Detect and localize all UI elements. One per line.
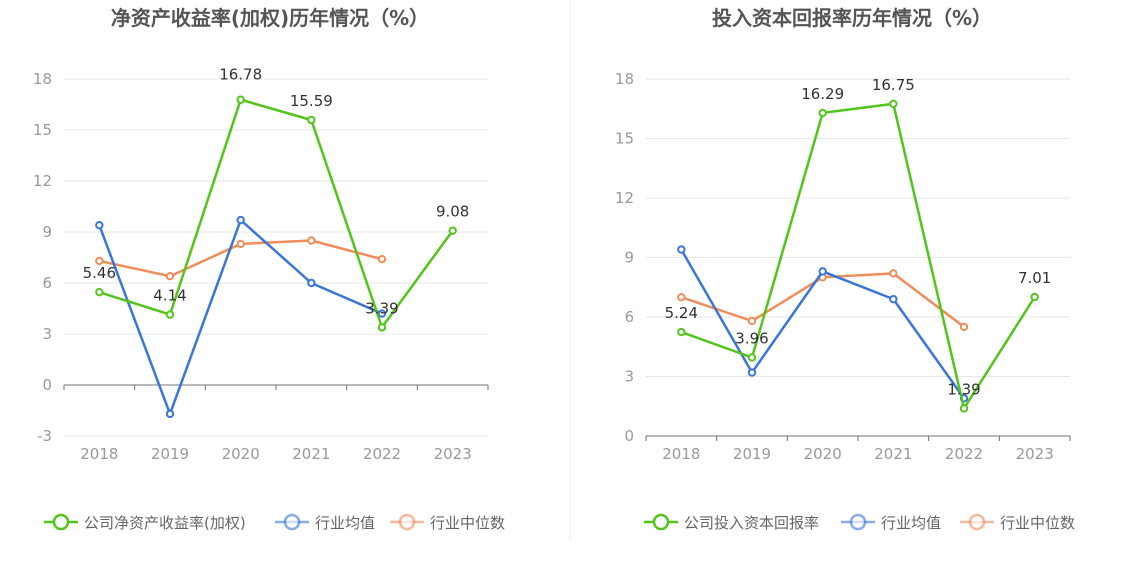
legend-item[interactable]: 行业中位数 — [960, 513, 1075, 532]
legend-marker — [52, 513, 70, 531]
y-tick-label: 15 — [615, 130, 634, 148]
data-label: 16.75 — [872, 76, 915, 94]
data-point[interactable] — [889, 269, 898, 278]
legend-item[interactable]: 行业中位数 — [390, 513, 505, 532]
legend-item[interactable]: 行业均值 — [275, 513, 375, 532]
x-tick-label: 2019 — [151, 445, 189, 463]
data-point[interactable] — [377, 323, 387, 332]
y-tick-label: 18 — [33, 70, 52, 88]
data-point[interactable] — [95, 287, 104, 297]
x-tick-label: 2020 — [222, 445, 260, 463]
data-point[interactable] — [959, 404, 969, 413]
data-point[interactable] — [377, 309, 387, 318]
y-tick-label: 6 — [624, 308, 634, 326]
data-label: 5.24 — [665, 304, 698, 322]
legend-label: 行业均值 — [315, 514, 375, 532]
y-tick-label: 3 — [624, 368, 634, 386]
series-line — [98, 98, 454, 329]
data-label: 7.01 — [1018, 269, 1051, 287]
data-point[interactable] — [818, 267, 827, 276]
x-tick-label: 2022 — [945, 445, 983, 463]
legend-label: 行业中位数 — [430, 514, 505, 532]
data-point[interactable] — [1030, 292, 1039, 302]
data-point[interactable] — [165, 272, 175, 281]
data-point[interactable] — [95, 221, 104, 230]
y-tick-label: 0 — [42, 376, 52, 394]
legend-label: 公司投入资本回报率 — [684, 514, 819, 532]
data-label: 3.39 — [365, 299, 398, 317]
x-tick-label: 2021 — [292, 445, 330, 463]
data-point[interactable] — [236, 239, 245, 249]
x-tick-label: 2023 — [434, 445, 472, 463]
chart-title: 净资产收益率(加权)历年情况（%） — [111, 6, 429, 30]
data-point[interactable] — [818, 108, 827, 118]
data-point[interactable] — [236, 95, 245, 104]
data-point[interactable] — [889, 99, 898, 108]
data-point[interactable] — [677, 245, 686, 254]
data-point[interactable] — [307, 236, 316, 245]
legend-item[interactable]: 行业均值 — [841, 513, 941, 532]
data-label: 16.78 — [219, 66, 262, 84]
x-tick-label: 2018 — [662, 445, 700, 463]
y-tick-label: 12 — [33, 172, 52, 190]
x-tick-label: 2018 — [80, 445, 118, 463]
data-point[interactable] — [236, 215, 245, 225]
x-tick-label: 2019 — [733, 445, 771, 463]
data-point[interactable] — [307, 278, 316, 288]
data-label: 4.14 — [153, 287, 186, 305]
legend-marker — [283, 513, 301, 531]
legend-marker — [968, 513, 986, 531]
data-point[interactable] — [677, 327, 686, 337]
y-tick-label: 18 — [615, 70, 634, 88]
x-tick-label: 2020 — [804, 445, 842, 463]
roic-chart: 投入资本回报率历年情况（%） 0 3 6 9 12 15 18 2018 2019 2020 202… — [615, 6, 1075, 532]
legend-label: 行业中位数 — [1000, 514, 1075, 532]
y-tick-label: 3 — [42, 325, 52, 343]
legend-item[interactable]: 公司净资产收益率(加权) — [44, 513, 246, 532]
chart-title: 投入资本回报率历年情况（%） — [712, 6, 992, 30]
data-point[interactable] — [889, 294, 898, 304]
data-point[interactable] — [307, 115, 316, 125]
data-point[interactable] — [95, 256, 104, 266]
data-point[interactable] — [377, 255, 387, 264]
data-point[interactable] — [747, 353, 757, 362]
data-point[interactable] — [747, 316, 757, 326]
data-label: 9.08 — [436, 203, 469, 221]
legend-label: 公司净资产收益率(加权) — [84, 514, 246, 532]
data-point[interactable] — [959, 322, 969, 332]
x-tick-label: 2023 — [1016, 445, 1054, 463]
data-label: 16.29 — [801, 85, 844, 103]
legend-marker — [849, 513, 867, 531]
y-tick-label: 9 — [42, 223, 52, 241]
roe-chart: 净资产收益率(加权)历年情况（%） -3 0 3 6 9 12 15 18 2018 2019 20… — [33, 6, 505, 532]
data-label: 15.59 — [290, 92, 333, 110]
data-label: 1.39 — [947, 380, 980, 398]
y-tick-label: 12 — [615, 189, 634, 207]
y-tick-label: 9 — [624, 249, 634, 267]
data-label: 5.46 — [83, 264, 116, 282]
legend-marker — [652, 513, 670, 531]
legend-marker — [398, 513, 416, 531]
data-label: 3.96 — [735, 329, 768, 347]
y-tick-label: -3 — [37, 427, 52, 445]
y-tick-label: 15 — [33, 121, 52, 139]
data-point[interactable] — [165, 310, 175, 319]
data-point[interactable] — [448, 226, 457, 235]
data-point[interactable] — [165, 409, 175, 419]
y-tick-label: 6 — [42, 274, 52, 292]
x-tick-label: 2022 — [363, 445, 401, 463]
x-tick-label: 2021 — [874, 445, 912, 463]
legend-item[interactable]: 公司投入资本回报率 — [644, 513, 819, 532]
series-line — [680, 102, 1036, 410]
data-point[interactable] — [677, 292, 686, 302]
data-point[interactable] — [747, 368, 757, 377]
y-tick-label: 0 — [624, 427, 634, 445]
legend-label: 行业均值 — [881, 514, 941, 532]
